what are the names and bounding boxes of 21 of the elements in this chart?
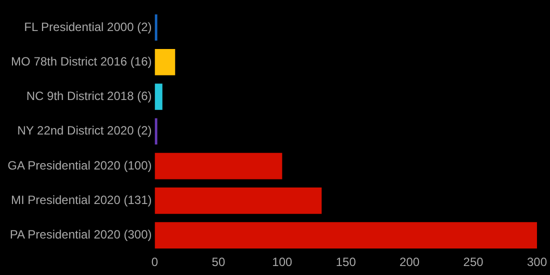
y-tick-label: NY 22nd District 2020 (2) <box>17 124 152 138</box>
bar <box>154 118 158 145</box>
x-tick-label: 100 <box>272 255 292 270</box>
x-tick-label: 200 <box>400 255 420 270</box>
x-tick-label: 150 <box>336 255 356 270</box>
bar <box>154 84 162 110</box>
bar <box>154 188 322 214</box>
bar <box>154 48 176 76</box>
bar <box>154 222 537 248</box>
y-tick-label: MO 78th District 2016 (16) <box>11 54 152 68</box>
y-tick-label: FL Presidential 2000 (2) <box>24 20 152 34</box>
y-tick-label: NC 9th District 2018 (6) <box>26 89 152 104</box>
x-tick-label: 50 <box>212 255 226 270</box>
x-tick-label: 300 <box>526 255 548 270</box>
y-tick-label: MI Presidential 2020 (131) <box>11 192 152 207</box>
bar <box>154 14 158 41</box>
y-tick-label: PA Presidential 2020 (300) <box>10 228 152 242</box>
x-tick-label: 250 <box>463 255 484 270</box>
y-tick-label: GA Presidential 2020 (100) <box>8 158 152 172</box>
x-tick-label: 0 <box>151 255 158 270</box>
bar <box>154 152 282 180</box>
